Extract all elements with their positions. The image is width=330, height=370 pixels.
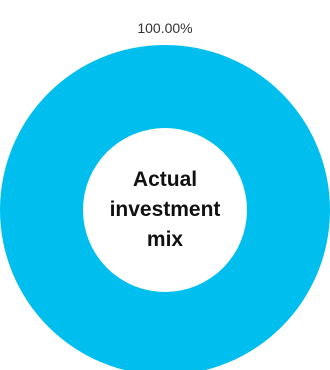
center-label-line-1: Actual <box>132 168 198 191</box>
slice-label-0: 100.00% <box>137 20 192 36</box>
center-label-line-3: mix <box>146 228 184 251</box>
center-label-line-2: investment <box>109 198 221 221</box>
donut-center-label: Actual investment mix <box>95 145 235 275</box>
donut-slice-0 <box>0 45 330 370</box>
